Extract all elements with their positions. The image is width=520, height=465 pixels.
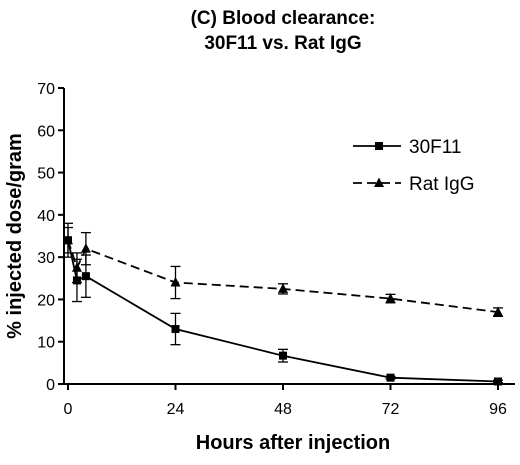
y-tick-label: 30 (37, 250, 55, 267)
data-point-30f11 (494, 377, 502, 386)
x-tick-label: 24 (167, 401, 185, 418)
legend-label-30f11: 30F11 (409, 137, 461, 158)
data-point-30f11 (386, 373, 395, 382)
y-axis-title: % injected dose/gram (4, 133, 26, 339)
legend-marker-rat-igg (374, 177, 384, 187)
x-tick-label: 72 (382, 401, 400, 418)
data-point-rat-igg (170, 277, 181, 287)
x-tick-label: 48 (274, 401, 292, 418)
y-tick-label: 40 (37, 208, 55, 225)
data-point-rat-igg (493, 306, 503, 317)
y-tick-label: 10 (37, 335, 55, 352)
chart-title: (C) Blood clearance: (191, 8, 376, 29)
x-tick-label: 0 (64, 401, 73, 418)
y-tick-label: 0 (46, 377, 55, 394)
data-point-30f11 (279, 351, 287, 360)
data-point-rat-igg (385, 293, 396, 303)
x-tick-label: 96 (489, 401, 507, 418)
data-point-30f11 (81, 272, 90, 281)
data-point-30f11 (171, 325, 180, 334)
data-point-rat-igg (278, 283, 288, 293)
y-tick-label: 20 (37, 292, 55, 309)
plot-area: 0 10 20 30 40 50 60 70 0 24 48 72 96 30F11 Rat IgG (37, 81, 515, 418)
y-tick-label: 70 (37, 81, 55, 98)
chart-subtitle: 30F11 vs. Rat IgG (204, 33, 361, 54)
y-tick-label: 60 (37, 123, 55, 140)
data-point-rat-igg (80, 243, 91, 253)
legend-marker-30f11 (375, 142, 383, 150)
y-tick-label: 50 (37, 166, 55, 183)
data-point-rat-igg (71, 262, 82, 272)
x-axis-title: Hours after injection (196, 432, 390, 454)
series-line-rat-igg (67, 239, 499, 313)
legend-label-rat-igg: Rat IgG (409, 174, 474, 195)
data-point-rat-igg (63, 234, 73, 245)
